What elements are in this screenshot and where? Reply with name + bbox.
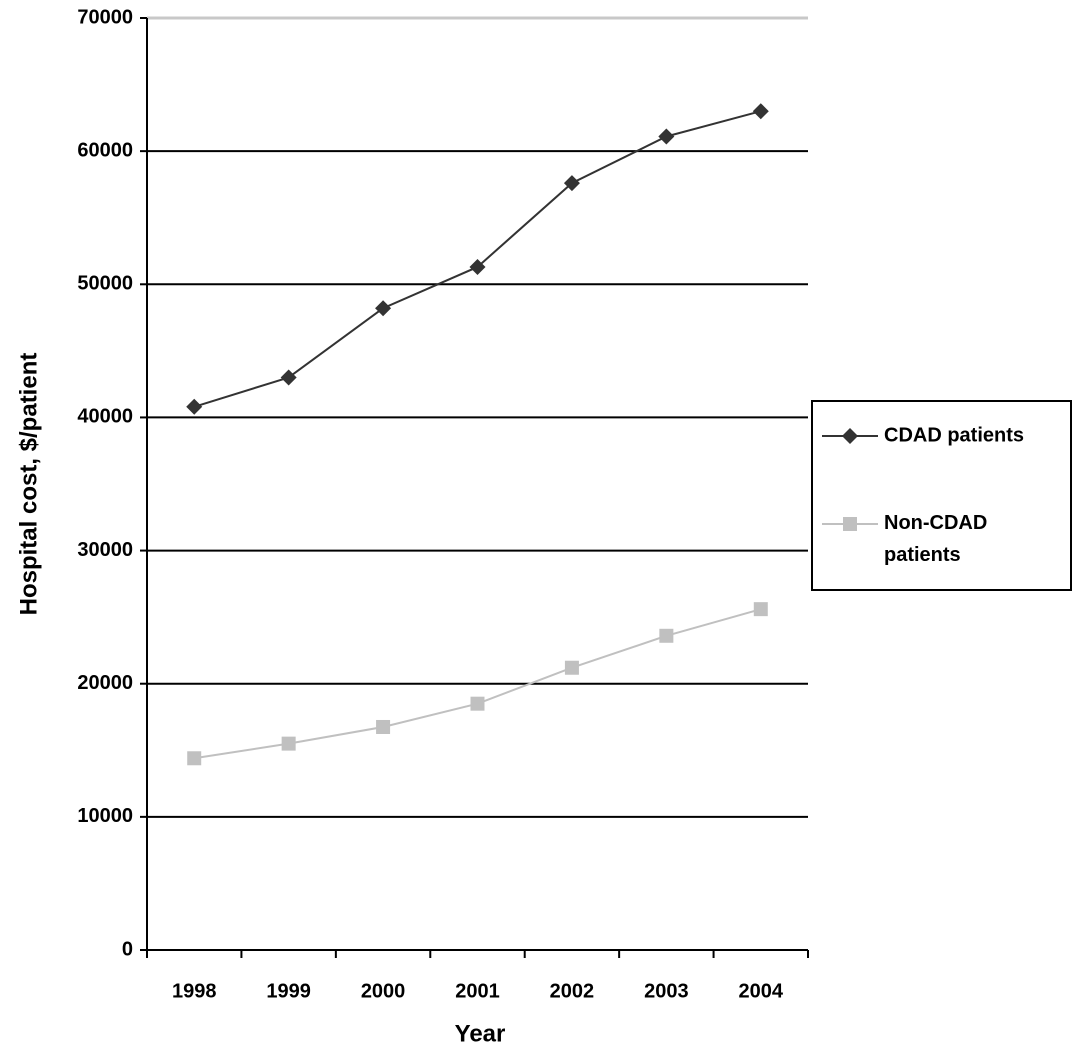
x-tick-label: 2003 — [644, 980, 689, 1002]
data-point — [563, 175, 580, 192]
y-tick-label: 20000 — [77, 672, 133, 694]
data-point — [469, 258, 486, 275]
data-point — [375, 300, 392, 317]
y-tick-label: 70000 — [77, 6, 133, 28]
y-axis-title: Hospital cost, $/patient — [15, 353, 42, 616]
y-tick-label: 50000 — [77, 273, 133, 295]
data-point — [658, 128, 675, 145]
x-axis-title: Year — [455, 1020, 506, 1047]
x-tick-label: 1999 — [266, 980, 311, 1002]
data-point — [376, 719, 391, 734]
data-point — [752, 103, 769, 120]
data-point — [843, 517, 857, 531]
y-tick-label: 10000 — [77, 805, 133, 827]
data-point — [470, 696, 485, 711]
data-point — [659, 628, 674, 643]
y-tick-label: 40000 — [77, 406, 133, 428]
data-point — [564, 660, 579, 675]
data-point — [187, 751, 202, 766]
data-point — [186, 398, 203, 415]
data-point — [280, 369, 297, 386]
legend-label-line: Non-CDAD — [884, 512, 987, 534]
data-point — [753, 602, 768, 617]
legend-label: Non-CDAD patients — [884, 512, 987, 566]
data-point — [281, 736, 296, 751]
legend-label: CDAD patients — [884, 424, 1024, 446]
y-tick-label: 60000 — [77, 139, 133, 161]
x-tick-label: 2002 — [550, 980, 595, 1002]
x-tick-label: 2004 — [739, 980, 784, 1002]
x-tick-label: 2001 — [455, 980, 500, 1002]
legend-label-line: patients — [884, 544, 961, 566]
x-tick-label: 1998 — [172, 980, 217, 1002]
x-tick-label: 2000 — [361, 980, 406, 1002]
legend-box — [811, 400, 1072, 591]
data-point — [842, 428, 858, 444]
y-tick-label: 0 — [122, 938, 133, 960]
y-tick-label: 30000 — [77, 539, 133, 561]
